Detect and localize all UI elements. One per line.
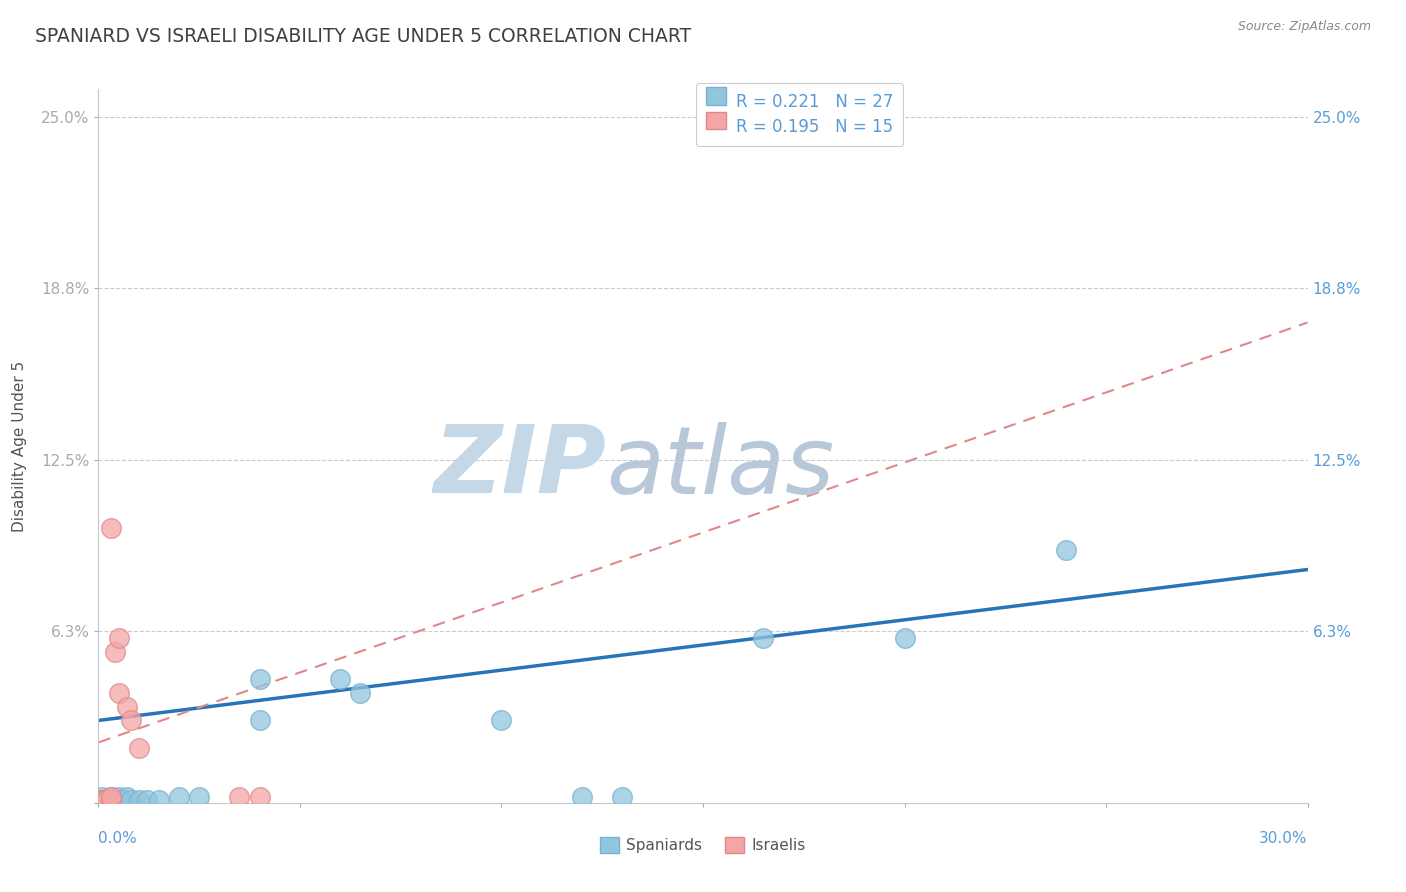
Point [91,793,114,807]
Legend: Spaniards, Israelis: Spaniards, Israelis [595,831,811,859]
Text: 30.0%: 30.0% [1260,831,1308,847]
Point [571,790,593,805]
Point [103,793,125,807]
Point [100,521,122,535]
Point [329,673,352,687]
Point [135,793,157,807]
Point [91,793,114,807]
Point [752,631,775,645]
Point [96,793,118,807]
Y-axis label: Disability Age Under 5: Disability Age Under 5 [13,360,27,532]
Text: SPANIARD VS ISRAELI DISABILITY AGE UNDER 5 CORRELATION CHART: SPANIARD VS ISRAELI DISABILITY AGE UNDER… [35,27,692,45]
Point [100,793,122,807]
Point [148,793,170,807]
Point [115,699,138,714]
Point [111,793,134,807]
Point [100,790,122,805]
Point [96,793,118,807]
Text: Source: ZipAtlas.com: Source: ZipAtlas.com [1237,20,1371,33]
Point [100,790,122,805]
Point [249,790,271,805]
Text: ZIP: ZIP [433,421,606,514]
Point [96,793,118,807]
Point [120,714,142,728]
Point [120,793,142,807]
Point [128,793,150,807]
Point [128,740,150,755]
Point [107,790,129,805]
Point [96,793,118,807]
Point [115,790,138,805]
Point [1054,543,1077,558]
Point [249,714,271,728]
Point [167,790,190,805]
Point [349,686,371,700]
Point [249,673,271,687]
Text: atlas: atlas [606,422,835,513]
Text: 0.0%: 0.0% [98,831,138,847]
Point [91,793,114,807]
Point [188,790,211,805]
Point [107,686,129,700]
Point [103,645,125,659]
Point [612,790,634,805]
Point [107,631,129,645]
Point [107,793,129,807]
Point [491,714,513,728]
Point [91,790,114,805]
Point [228,790,250,805]
Point [100,793,122,807]
Point [893,631,915,645]
